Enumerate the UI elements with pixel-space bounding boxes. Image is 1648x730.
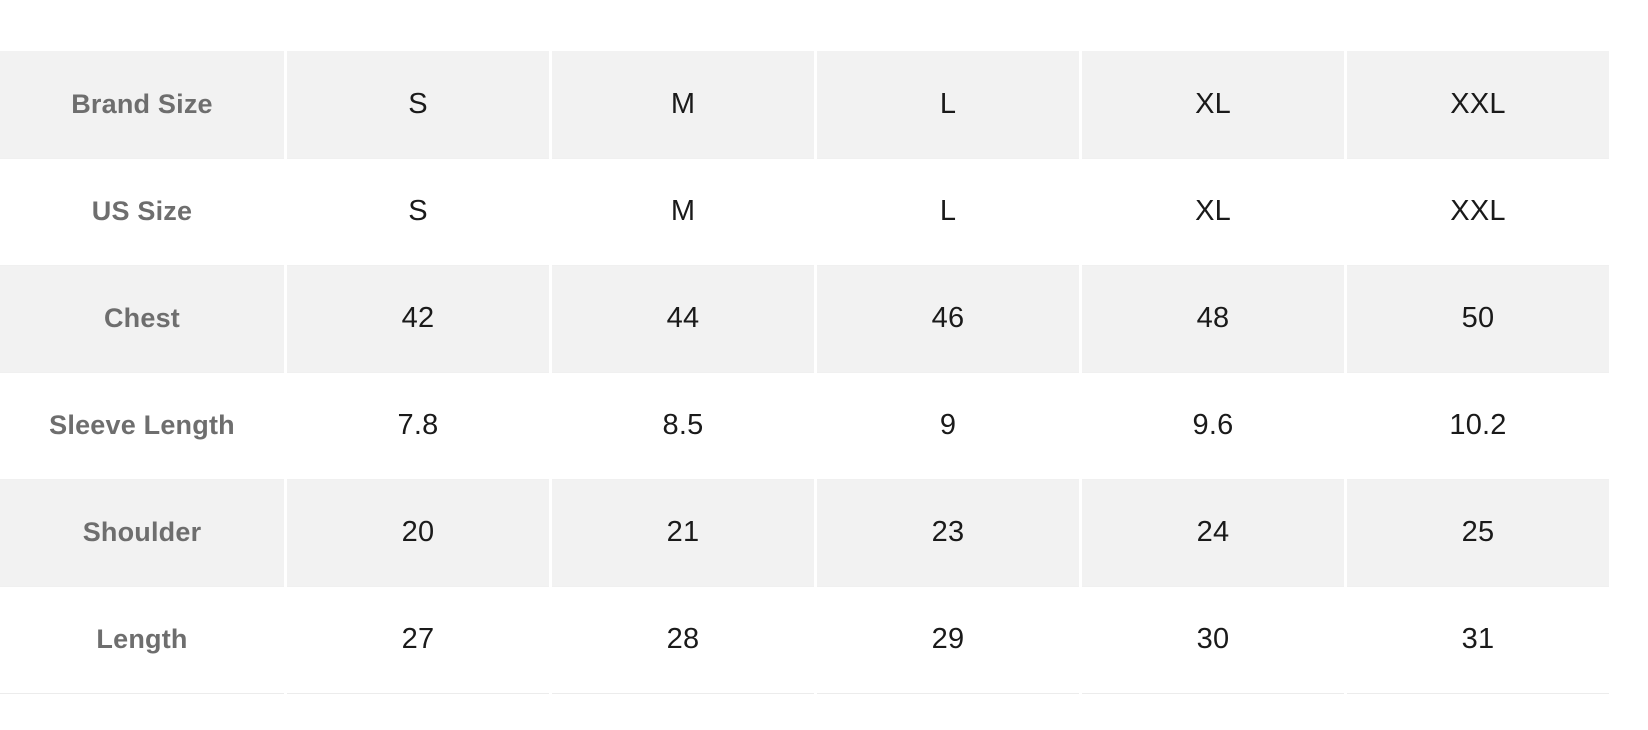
table-row: Chest 42 44 46 48 50 <box>0 265 1609 373</box>
row-label: Length <box>0 586 287 694</box>
table-cell: 44 <box>550 265 817 373</box>
table-cell: XL <box>1080 158 1347 266</box>
table-cell: S <box>285 51 552 159</box>
table-cell: M <box>550 51 817 159</box>
row-label: Chest <box>0 265 287 373</box>
table-cell: 28 <box>550 586 817 694</box>
row-label: Shoulder <box>0 479 287 587</box>
table-cell: 25 <box>1345 479 1609 587</box>
table-cell: 10.2 <box>1345 372 1609 480</box>
table-cell: 46 <box>815 265 1082 373</box>
table-row: Sleeve Length 7.8 8.5 9 9.6 10.2 <box>0 372 1609 480</box>
table-cell: 42 <box>285 265 552 373</box>
table-cell: 27 <box>285 586 552 694</box>
table-cell: 30 <box>1080 586 1347 694</box>
size-chart-container: Brand Size S M L XL XXL US Size S M L XL XXL Chest 42… <box>0 51 1609 694</box>
table-cell: 8.5 <box>550 372 817 480</box>
table-cell: XXL <box>1345 51 1609 159</box>
table-row: US Size S M L XL XXL <box>0 158 1609 266</box>
row-label: Brand Size <box>0 51 287 159</box>
table-cell: L <box>815 158 1082 266</box>
table-cell: 9 <box>815 372 1082 480</box>
table-cell: XL <box>1080 51 1347 159</box>
table-cell: 48 <box>1080 265 1347 373</box>
table-row: Length 27 28 29 30 31 <box>0 586 1609 694</box>
table-cell: 23 <box>815 479 1082 587</box>
size-chart-table: Brand Size S M L XL XXL US Size S M L XL XXL Chest 42… <box>0 51 1609 694</box>
table-cell: S <box>285 158 552 266</box>
table-row: Brand Size S M L XL XXL <box>0 51 1609 159</box>
table-cell: 20 <box>285 479 552 587</box>
row-label: Sleeve Length <box>0 372 287 480</box>
size-chart-body: Brand Size S M L XL XXL US Size S M L XL XXL Chest 42… <box>0 51 1609 694</box>
table-row: Shoulder 20 21 23 24 25 <box>0 479 1609 587</box>
table-cell: 7.8 <box>285 372 552 480</box>
table-cell: 24 <box>1080 479 1347 587</box>
table-cell: M <box>550 158 817 266</box>
table-cell: 50 <box>1345 265 1609 373</box>
table-cell: L <box>815 51 1082 159</box>
table-cell: 9.6 <box>1080 372 1347 480</box>
table-cell: 29 <box>815 586 1082 694</box>
table-cell: XXL <box>1345 158 1609 266</box>
table-cell: 21 <box>550 479 817 587</box>
table-cell: 31 <box>1345 586 1609 694</box>
row-label: US Size <box>0 158 287 266</box>
